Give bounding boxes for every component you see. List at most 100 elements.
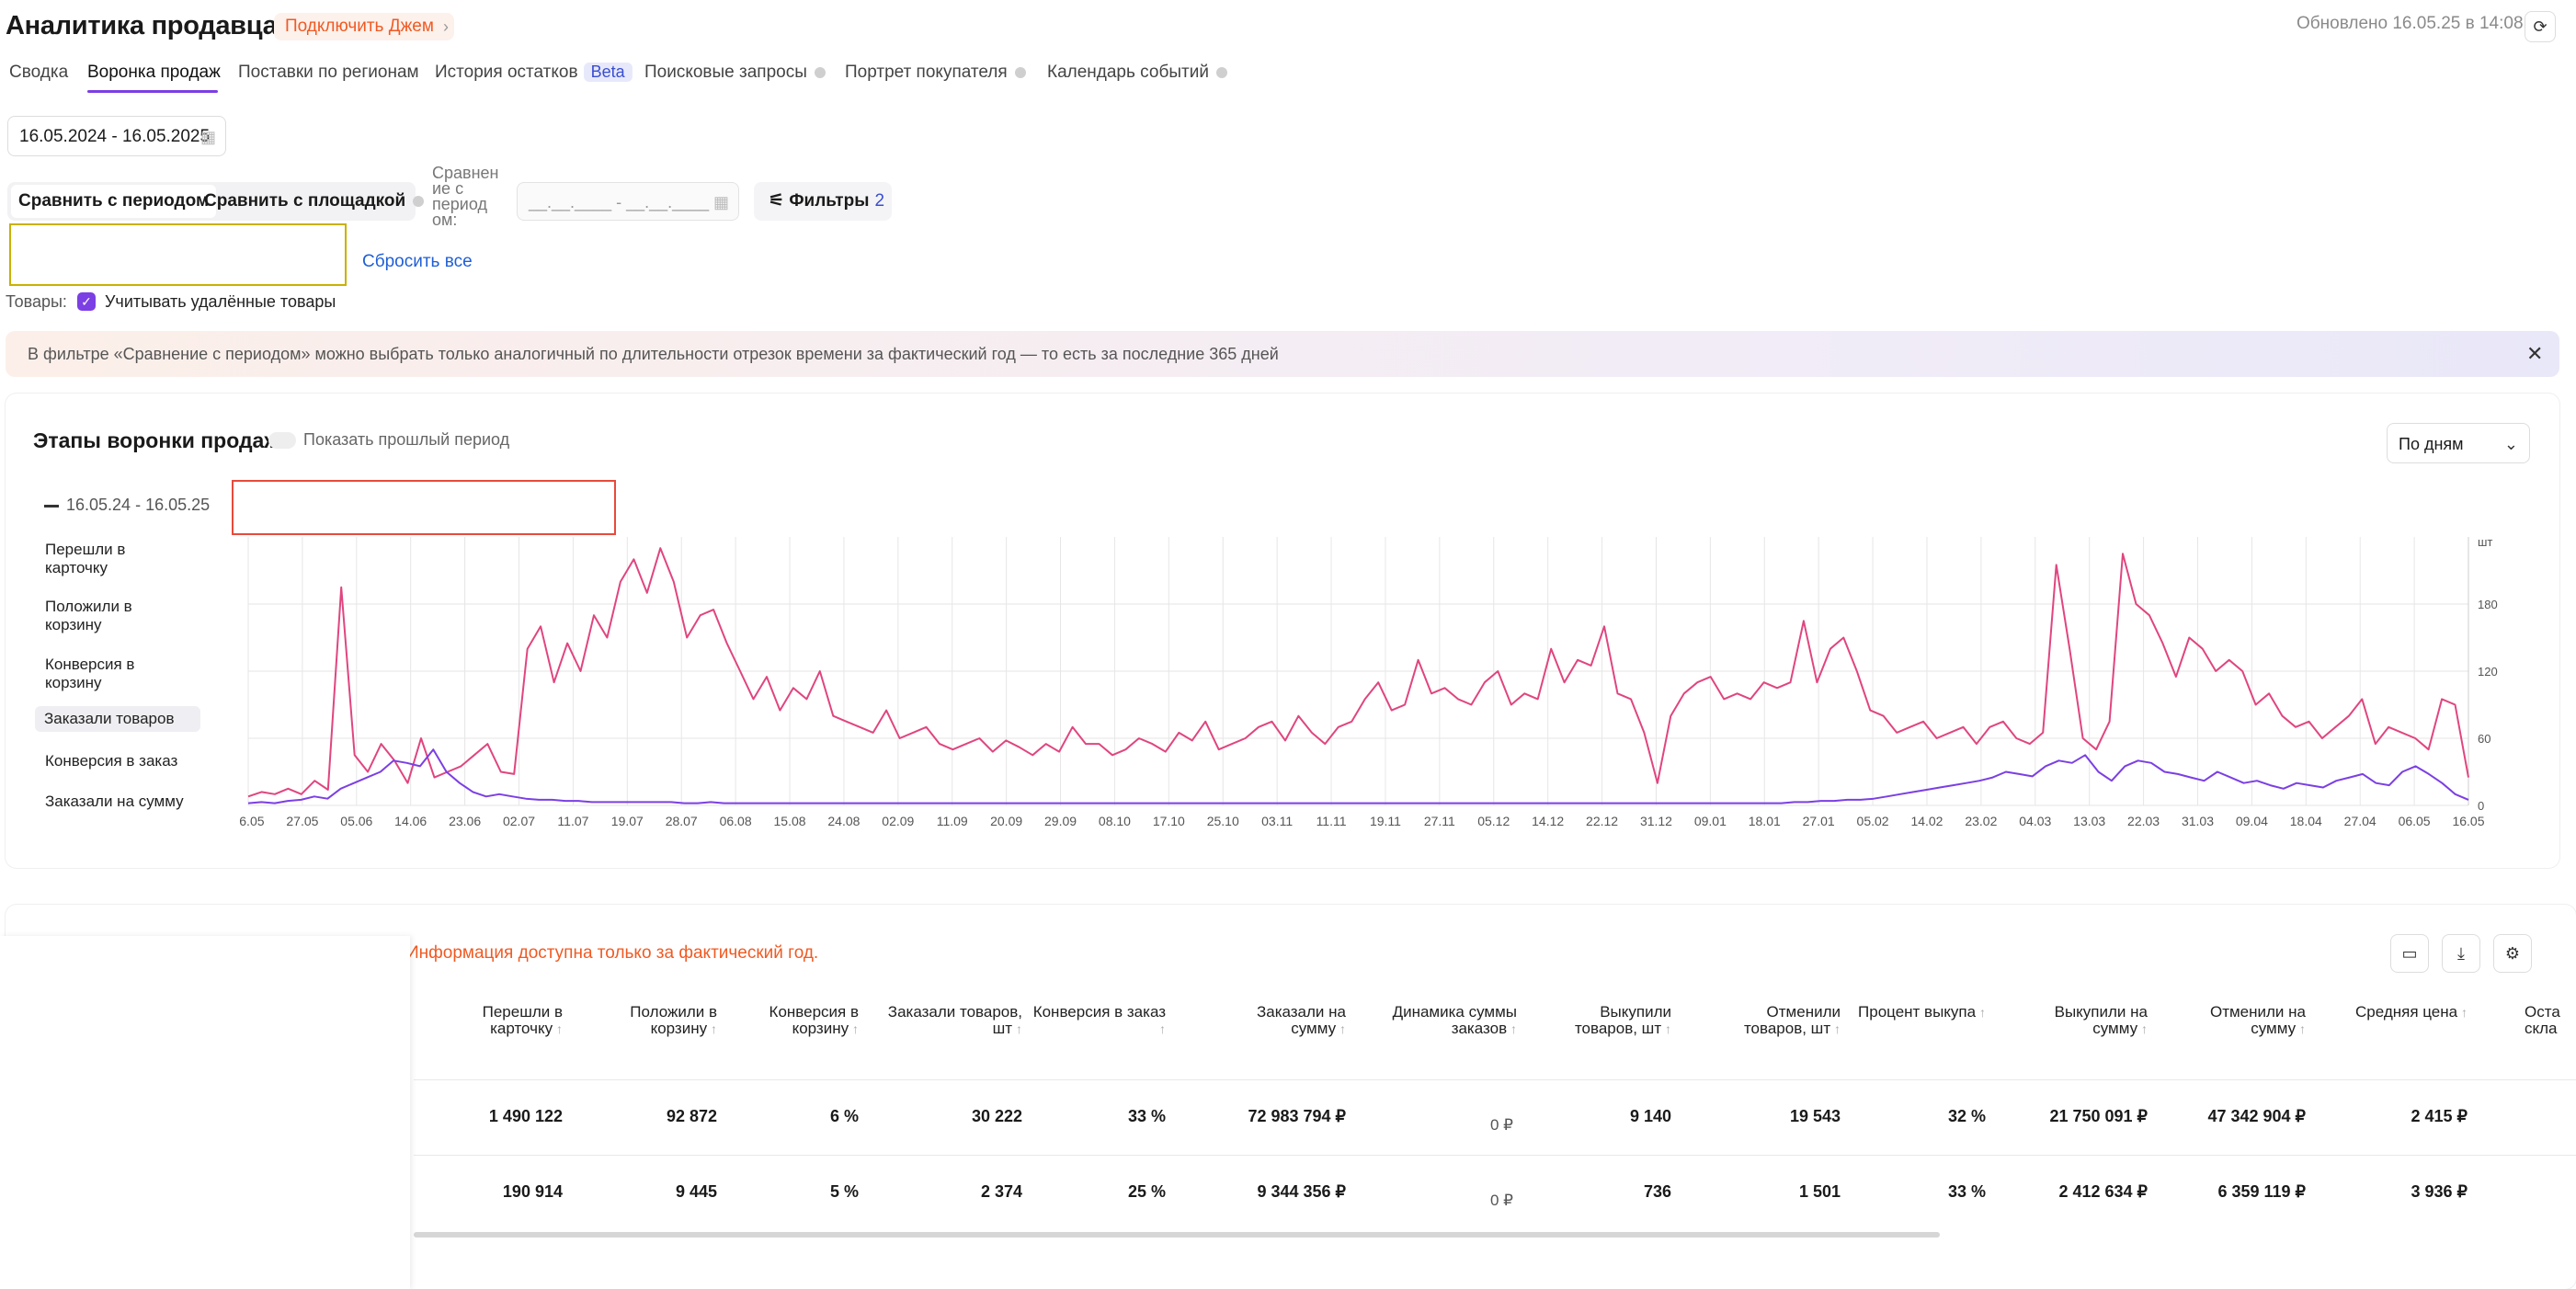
table-cell: 92 872 [666,1107,717,1125]
sort-arrow-icon: ↑ [1830,1021,1841,1036]
tab-supplies-regions[interactable]: Поставки по регионам [238,63,419,82]
orders-series-line [247,547,2469,798]
metric-order-conversion[interactable]: Конверсия в заказ [45,752,178,770]
sort-arrow-icon: ↑ [553,1021,563,1036]
table-cell: 0 ₽ [1490,1116,1513,1134]
sort-arrow-icon: ↑ [1976,1005,1986,1020]
download-icon[interactable]: ⤓ [2442,934,2480,973]
column-header[interactable]: Конверсия в заказ ↑ [1028,1004,1166,1037]
metric-cart-conversion[interactable]: Конверсия в корзину [45,656,135,691]
close-icon[interactable]: ✕ [2526,342,2544,365]
x-tick-label: 11.09 [937,814,968,828]
column-header-label: Выкупили товаров, шт [1574,1003,1671,1037]
x-tick-label: 02.09 [882,814,914,828]
tab-sales-funnel[interactable]: Воронка продаж [87,63,221,82]
column-header[interactable]: Заказали на сумму ↑ [1208,1004,1346,1037]
column-header-label: Конверсия в корзину [769,1003,859,1037]
column-header[interactable]: Динамика суммы заказов ↑ [1379,1004,1517,1037]
date-range-picker[interactable]: 16.05.2024 - 16.05.2025 ▦ [7,116,226,156]
deleted-goods-label[interactable]: Учитывать удалённые товары [105,292,336,311]
sort-arrow-icon: ↑ [1012,1021,1022,1036]
x-tick-label: 11.07 [557,814,588,828]
granularity-select[interactable]: По дням ⌄ [2387,423,2530,463]
sort-arrow-icon: ↑ [707,1021,717,1036]
tab-stock-history[interactable]: История остатков Beta [435,63,633,83]
alert-text: В фильтре «Сравнение с периодом» можно в… [28,345,1279,363]
x-tick-label: 06.05 [2399,814,2431,828]
tab-events-calendar[interactable]: Календарь событий [1047,63,1227,83]
sort-arrow-icon: ↑ [2137,1021,2148,1036]
secondary-series-line [247,748,2469,804]
column-header[interactable]: Положили в корзину ↑ [579,1004,717,1037]
info-alert [6,331,2559,377]
tab-buyer-portrait[interactable]: Портрет покупателя [845,63,1026,83]
column-header[interactable]: Выкупили на сумму ↑ [2010,1004,2148,1037]
tab-stock-history-label: История остатков [435,63,578,82]
refresh-icon[interactable]: ⟳ [2525,11,2556,42]
column-header[interactable]: Процент выкупа ↑ [1848,1004,1986,1021]
metric-order-sum[interactable]: Заказали на сумму [45,793,184,810]
legend-line-swatch [44,505,59,508]
metric-cart-adds[interactable]: Положили в корзину [45,598,132,633]
funnel-line-chart: 16.05 27.05 05.06 14.06 23.06 02.07 11.07 19.07… [239,535,2498,828]
sort-arrow-icon: ↑ [1661,1021,1671,1036]
column-header-label: Динамика суммы заказов [1392,1003,1517,1037]
x-tick-label: 14.02 [1910,814,1943,828]
table-cell: 30 222 [971,1107,1022,1125]
column-header[interactable]: Заказали товаров, шт ↑ [884,1004,1022,1037]
filters-button[interactable]: ⚟ Фильтры 2 [754,182,892,221]
deleted-goods-checkbox[interactable]: ✓ [77,292,96,311]
settings-icon[interactable]: ⚙ [2493,934,2532,973]
funnel-chart-panel [6,394,2559,868]
compare-range-label: Сравнен ие с период ом: [432,164,499,229]
table-cell: 47 342 904 ₽ [2207,1107,2306,1125]
table-cell: 190 914 [502,1182,563,1201]
lock-icon [1014,66,1026,78]
x-tick-label: 14.12 [1532,814,1564,828]
x-tick-label: 13.03 [2073,814,2105,828]
column-header[interactable]: Конверсия в корзину ↑ [721,1004,859,1037]
sort-arrow-icon: ↑ [1507,1021,1517,1036]
x-tick-label: 27.11 [1424,814,1455,828]
x-tick-label: 03.11 [1261,814,1293,828]
x-tick-label: 23.02 [1965,814,1997,828]
table-cell: 25 % [1127,1182,1166,1201]
tab-summary[interactable]: Сводка [9,63,69,82]
x-tick-label: 05.12 [1477,814,1510,828]
metric-card-visits[interactable]: Перешли в карточку [45,541,126,576]
tab-buyer-portrait-label: Портрет покупателя [845,63,1008,82]
lock-icon [413,195,425,207]
compare-period-button[interactable]: Сравнить с периодом [11,185,216,218]
table-info-note: Информация доступна только за фактически… [406,943,819,963]
chevron-right-icon: › [442,17,449,36]
column-header-label: Средняя цена [2355,1003,2458,1021]
connect-jem-button[interactable]: Подключить Джем › [274,13,454,40]
column-header[interactable]: Отменили товаров, шт ↑ [1703,1004,1841,1037]
previous-period-toggle[interactable] [268,432,296,449]
column-header[interactable]: Средняя цена ↑ [2330,1004,2468,1021]
table-cell: 32 % [1947,1107,1986,1125]
horizontal-scrollbar[interactable] [414,1232,1940,1238]
table-cell: 1 490 122 [488,1107,563,1125]
legend-highlight-box [232,480,616,535]
metric-orders[interactable]: Заказали товаров [35,706,200,732]
tab-search-queries[interactable]: Поисковые запросы [644,63,826,83]
calendar-icon: ▦ [712,193,729,211]
compare-range-input[interactable]: __.__.____ - __.__.____ ▦ [517,182,739,221]
x-tick-label: 09.04 [2236,814,2268,828]
tab-search-queries-label: Поисковые запросы [644,63,807,82]
sort-arrow-icon: ↑ [2457,1005,2468,1020]
column-header[interactable]: Перешли в карточку ↑ [425,1004,563,1037]
beta-badge: Beta [583,63,633,82]
compare-platform-button[interactable]: Сравнить с площадкой [197,185,431,218]
table-cell: 9 140 [1629,1107,1671,1125]
y-tick-label: 0 [2478,799,2484,813]
chart-title: Этапы воронки продаж [33,428,279,452]
document-icon[interactable]: ▭ [2390,934,2429,973]
column-header[interactable]: Оста скла [2525,1004,2560,1037]
column-header[interactable]: Выкупили товаров, шт ↑ [1533,1004,1671,1037]
reset-all-link[interactable]: Сбросить все [362,252,473,271]
x-tick-label: 19.07 [611,814,644,828]
column-header[interactable]: Отменили на сумму ↑ [2168,1004,2306,1037]
filters-icon: ⚟ [769,191,790,211]
